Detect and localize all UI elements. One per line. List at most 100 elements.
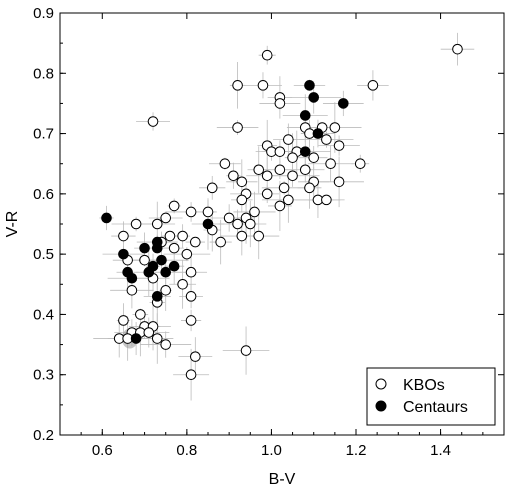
centaur-point — [308, 92, 320, 103]
centaur-point — [130, 333, 142, 344]
kbo-point — [283, 194, 294, 206]
kbo-point — [253, 164, 265, 176]
kbo-point — [118, 230, 129, 242]
y-axis-title: V-R — [4, 211, 21, 238]
kbo-point — [249, 206, 260, 218]
centaur-point — [299, 110, 311, 121]
x-tick-label: 0.6 — [92, 442, 113, 459]
legend-kbo-marker — [375, 378, 387, 390]
kbo-point — [325, 158, 336, 170]
centaur-point — [299, 146, 311, 157]
kbo-point — [287, 152, 298, 163]
centaur-point — [312, 128, 324, 139]
kbo-point — [151, 333, 163, 344]
centaur-point — [101, 212, 112, 224]
kbo-point — [185, 206, 197, 218]
kbo-point — [160, 285, 172, 296]
kbo-point — [257, 80, 269, 91]
kbo-point — [168, 200, 180, 212]
kbo-point — [160, 339, 172, 350]
data-points — [101, 43, 463, 381]
y-tick-label: 0.5 — [33, 246, 54, 263]
kbo-point — [135, 309, 146, 320]
kbo-point — [274, 200, 286, 212]
centaur-point — [118, 248, 129, 260]
kbo-point — [278, 182, 290, 194]
kbo-point — [215, 236, 226, 248]
kbo-point — [274, 146, 286, 157]
kbo-point — [164, 230, 176, 242]
centaur-point — [168, 260, 180, 272]
kbo-point — [240, 345, 252, 356]
kbo-point — [236, 194, 248, 206]
kbo-point — [261, 170, 273, 182]
kbo-point — [321, 134, 332, 145]
kbo-point — [321, 194, 332, 206]
error-bars — [93, 32, 475, 401]
legend-box — [366, 367, 496, 426]
kbo-point — [452, 43, 463, 55]
kbo-point — [190, 351, 201, 362]
legend: KBOs Centaurs — [366, 367, 496, 426]
centaur-point — [151, 242, 163, 254]
y-axis-ticks: 0.2 0.3 0.4 0.5 0.6 0.7 0.8 0.9 — [33, 5, 504, 444]
kbo-point — [151, 218, 163, 230]
y-tick-label: 0.2 — [33, 427, 54, 444]
kbo-point — [185, 315, 197, 326]
kbo-point — [185, 266, 197, 278]
kbo-point — [333, 140, 345, 151]
kbo-point — [177, 278, 188, 290]
centaur-point — [143, 266, 155, 278]
kbo-point — [202, 206, 214, 218]
centaur-point — [202, 218, 214, 230]
centaur-point — [139, 242, 150, 254]
kbo-point — [130, 218, 142, 230]
kbo-point — [232, 122, 243, 133]
kbo-point — [283, 134, 294, 145]
kbo-point — [236, 176, 248, 188]
kbo-point — [185, 369, 197, 381]
kbo-point — [333, 176, 345, 188]
kbo-point — [185, 291, 197, 302]
kbo-point — [206, 182, 218, 194]
kbo-point — [261, 188, 273, 200]
kbo-point — [274, 164, 286, 176]
kbo-point — [143, 327, 155, 338]
centaur-point — [304, 80, 315, 91]
x-tick-label: 0.8 — [176, 442, 197, 459]
y-tick-label: 0.3 — [33, 367, 54, 384]
kbo-point — [223, 212, 235, 224]
kbo-point — [190, 236, 201, 248]
kbo-point — [367, 80, 379, 91]
legend-centaur-label: Centaurs — [403, 399, 468, 416]
legend-centaur-marker — [375, 400, 387, 412]
x-tick-label: 1.0 — [261, 442, 282, 459]
y-tick-label: 0.6 — [33, 186, 54, 203]
y-tick-label: 0.9 — [33, 5, 54, 22]
x-axis-title: B-V — [269, 471, 296, 488]
kbo-point — [244, 218, 256, 230]
kbo-point — [147, 116, 159, 127]
kbo-point — [253, 230, 265, 242]
y-tick-label: 0.7 — [33, 126, 54, 143]
kbo-point — [232, 218, 243, 230]
kbo-point — [329, 122, 341, 133]
kbo-point — [232, 80, 243, 91]
kbo-point — [219, 158, 231, 170]
centaur-point — [151, 291, 163, 302]
y-tick-label: 0.4 — [33, 306, 54, 323]
kbo-point — [274, 98, 286, 109]
y-tick-label: 0.8 — [33, 65, 54, 82]
centaur-point — [338, 98, 349, 109]
centaur-point — [126, 272, 138, 284]
kbo-point — [228, 170, 239, 182]
x-axis-ticks: 0.6 0.8 1.0 1.2 1.4 — [59, 13, 505, 459]
kbo-point — [308, 152, 320, 163]
kbo-point — [118, 315, 129, 326]
kbo-point — [261, 49, 273, 61]
kbo-point — [181, 248, 193, 260]
legend-kbo-label: KBOs — [403, 377, 445, 394]
kbo-point — [304, 182, 315, 194]
kbo-point — [168, 242, 180, 254]
